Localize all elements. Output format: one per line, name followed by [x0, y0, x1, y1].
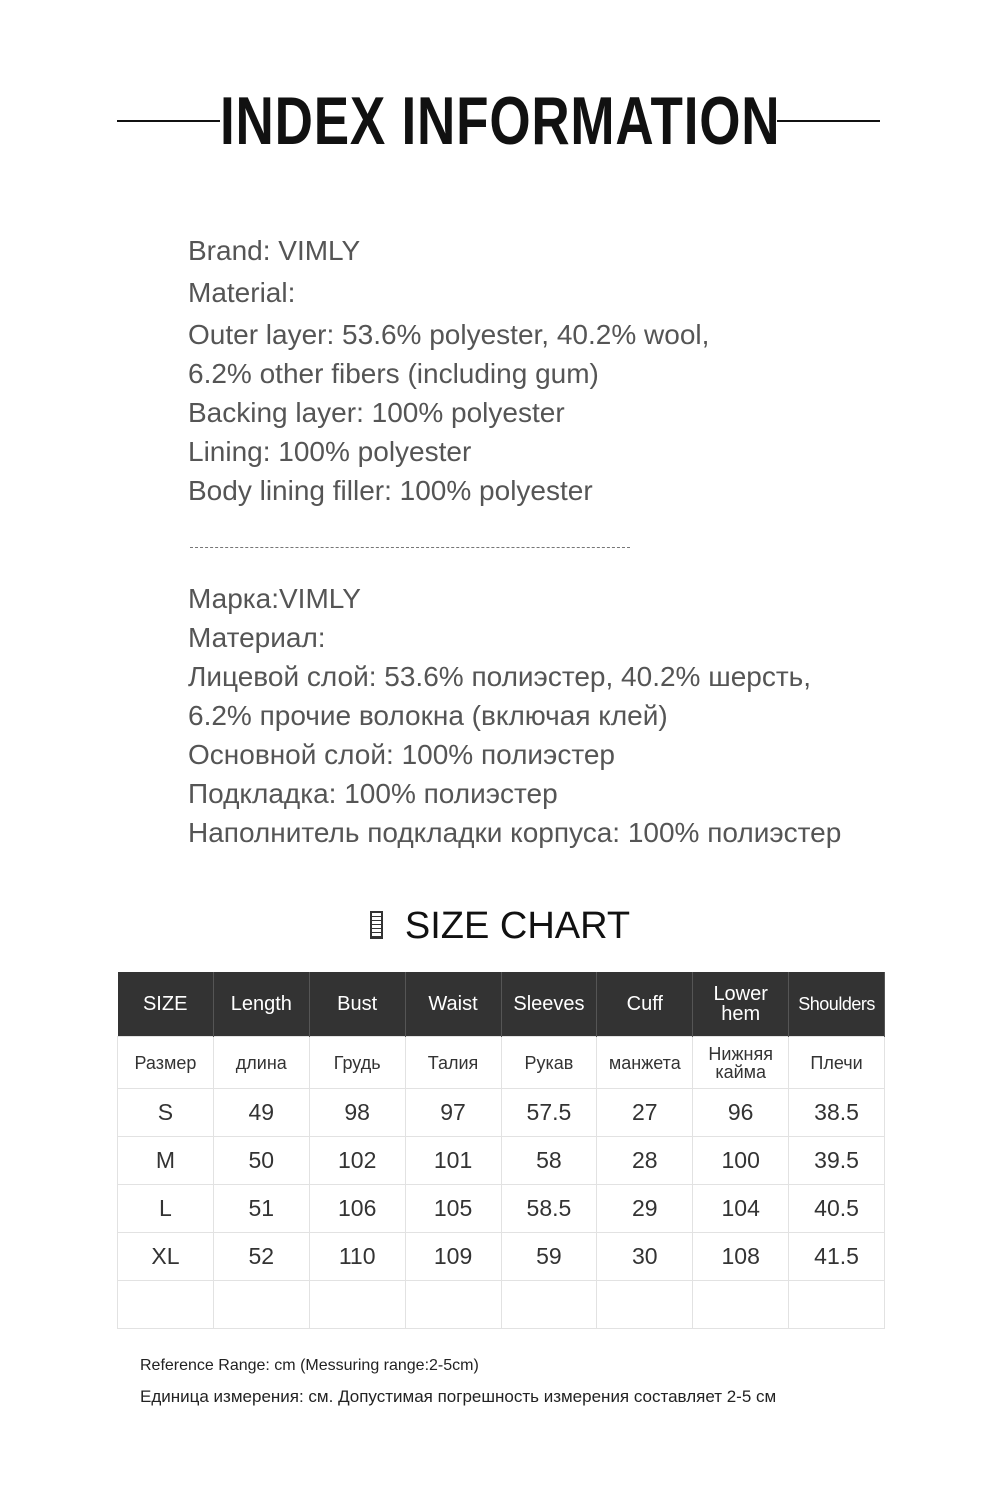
table-cell: 49 — [212, 1088, 310, 1137]
header-cell: Bust — [309, 972, 406, 1037]
size-table: SIZE Length Bust Waist Sleeves Cuff Lowe… — [117, 972, 885, 1329]
header-cell: Lower hem — [692, 972, 790, 1037]
table-cell — [404, 1280, 502, 1329]
table-row — [117, 1280, 885, 1329]
material-line-ru: Наполнитель подкладки корпуса: 100% поли… — [188, 817, 842, 848]
table-cell: 30 — [596, 1232, 694, 1281]
material-line: 6.2% other fibers (including gum) — [188, 358, 599, 389]
table-cell: 58 — [500, 1136, 598, 1185]
table-cell: 52 — [212, 1232, 310, 1281]
ru-header-cell: длина — [212, 1036, 310, 1089]
english-info: Brand: VIMLY Material: Outer layer: 53.6… — [188, 231, 709, 510]
header-cell: Waist — [405, 972, 502, 1037]
table-row: M 50 102 101 58 28 100 39.5 — [117, 1136, 885, 1185]
table-cell: 50 — [212, 1136, 310, 1185]
ru-header-cell: манжета — [596, 1036, 694, 1089]
table-cell: 100 — [692, 1136, 790, 1185]
material-label: Material: — [188, 277, 296, 308]
material-line: Outer layer: 53.6% polyester, 40.2% wool… — [188, 319, 710, 350]
header-cell: Sleeves — [501, 972, 598, 1037]
page-title: INDEX INFORMATION — [219, 83, 781, 159]
table-cell: 51 — [212, 1184, 310, 1233]
ru-header-cell: Нижняя кайма — [692, 1036, 790, 1089]
table-header: SIZE Length Bust Waist Sleeves Cuff Lowe… — [117, 972, 885, 1037]
table-cell: 41.5 — [788, 1232, 885, 1281]
header-cell: Shoulders — [788, 972, 885, 1037]
table-cell: 104 — [692, 1184, 790, 1233]
material-label-ru: Материал: — [188, 622, 326, 653]
header-cell: Cuff — [596, 972, 694, 1037]
table-cell: 27 — [596, 1088, 694, 1137]
table-cell: 106 — [308, 1184, 406, 1233]
table-cell: 29 — [596, 1184, 694, 1233]
size-chart-title: SIZE CHART — [0, 905, 1000, 948]
table-cell — [212, 1280, 310, 1329]
table-cell: 97 — [404, 1088, 502, 1137]
reference-note: Reference Range: cm (Messuring range:2-5… — [140, 1357, 479, 1374]
reference-note-ru: Единица измерения: см. Допустимая погреш… — [140, 1387, 777, 1406]
brand-ru: Марка:VIMLY — [188, 583, 361, 614]
table-row: XL 52 110 109 59 30 108 41.5 — [117, 1232, 885, 1281]
table-cell: 108 — [692, 1232, 790, 1281]
table-cell: 57.5 — [500, 1088, 598, 1137]
table-cell: 98 — [308, 1088, 406, 1137]
table-cell — [692, 1280, 790, 1329]
ru-header-cell: Грудь — [308, 1036, 406, 1089]
table-row: L 51 106 105 58.5 29 104 40.5 — [117, 1184, 885, 1233]
table-cell — [788, 1280, 885, 1329]
table-cell: 109 — [404, 1232, 502, 1281]
title-rule-left — [117, 120, 220, 122]
ruler-icon — [369, 911, 383, 939]
brand: Brand: VIMLY — [188, 235, 361, 266]
table-cell: 28 — [596, 1136, 694, 1185]
table-cell: L — [117, 1184, 214, 1233]
table-row: S 49 98 97 57.5 27 96 38.5 — [117, 1088, 885, 1137]
table-cell: M — [117, 1136, 214, 1185]
table-cell: 38.5 — [788, 1088, 885, 1137]
table-cell — [596, 1280, 694, 1329]
table-row-ru-headers: Размер длина Грудь Талия Рукав манжета Н… — [117, 1036, 885, 1089]
table-cell — [308, 1280, 406, 1329]
table-cell: 110 — [308, 1232, 406, 1281]
table-cell: 39.5 — [788, 1136, 885, 1185]
ru-header-cell: Размер — [117, 1036, 214, 1089]
table-cell: 101 — [404, 1136, 502, 1185]
divider — [190, 547, 630, 548]
table-cell: 58.5 — [500, 1184, 598, 1233]
material-line-ru: Основной слой: 100% полиэстер — [188, 739, 615, 770]
ru-header-cell: Рукав — [500, 1036, 598, 1089]
header-cell: Length — [213, 972, 310, 1037]
table-cell: 59 — [500, 1232, 598, 1281]
table-cell: 105 — [404, 1184, 502, 1233]
material-line-ru: Подкладка: 100% полиэстер — [188, 778, 558, 809]
material-line: Lining: 100% polyester — [188, 436, 472, 467]
material-line: Backing layer: 100% polyester — [188, 397, 565, 428]
table-cell: 96 — [692, 1088, 790, 1137]
title-rule-right — [777, 120, 880, 122]
table-cell: S — [117, 1088, 214, 1137]
russian-info: Марка:VIMLY Материал: Лицевой слой: 53.6… — [188, 579, 841, 852]
header-cell: SIZE — [117, 972, 214, 1037]
table-cell: XL — [117, 1232, 214, 1281]
material-line-ru: 6.2% прочие волокна (включая клей) — [188, 700, 668, 731]
table-cell: 40.5 — [788, 1184, 885, 1233]
table-cell: 102 — [308, 1136, 406, 1185]
table-cell — [500, 1280, 598, 1329]
table-cell — [117, 1280, 214, 1329]
ru-header-cell: Плечи — [788, 1036, 885, 1089]
material-line: Body lining filler: 100% polyester — [188, 475, 593, 506]
ru-header-cell: Талия — [404, 1036, 502, 1089]
material-line-ru: Лицевой слой: 53.6% полиэстер, 40.2% шер… — [188, 661, 812, 692]
